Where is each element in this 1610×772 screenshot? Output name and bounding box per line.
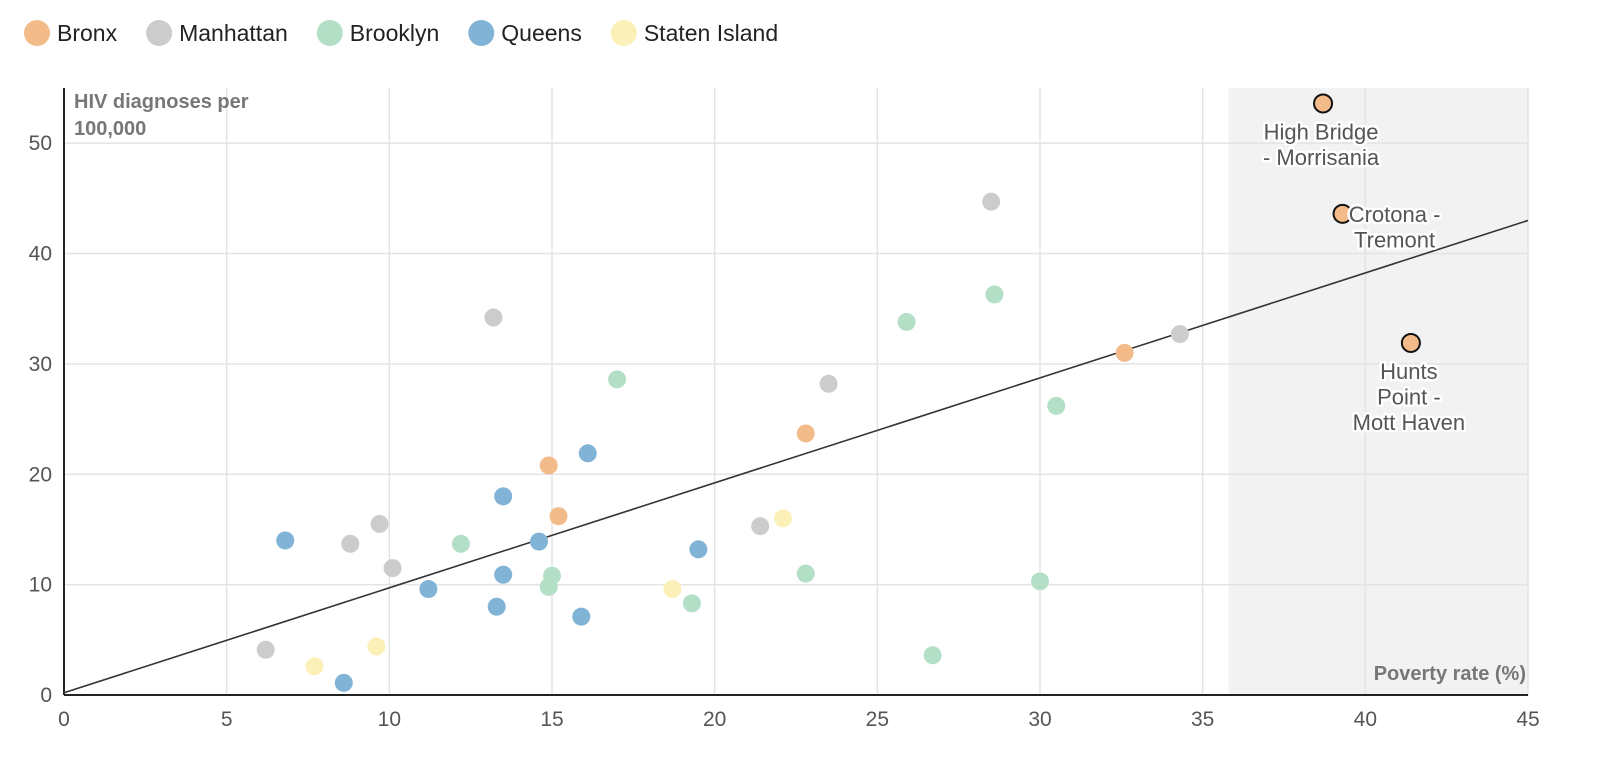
point-annotation: High Bridge: [1264, 119, 1379, 144]
x-tick-label: 45: [1516, 708, 1539, 731]
data-point-manhattan: [256, 640, 275, 659]
data-point-brooklyn: [923, 646, 942, 665]
data-point-bronx: [1313, 93, 1334, 114]
legend-swatch-brooklyn: [316, 20, 343, 46]
data-point-bronx: [539, 456, 558, 475]
data-point-queens: [578, 444, 597, 463]
data-point-brooklyn: [608, 370, 627, 389]
data-point-brooklyn: [796, 564, 815, 583]
data-point-brooklyn: [543, 566, 561, 585]
data-point-bronx: [1400, 332, 1421, 353]
data-point-manhattan: [484, 308, 503, 327]
y-tick-label: 10: [29, 574, 52, 597]
data-point-manhattan: [370, 514, 389, 533]
data-point-staten-island: [773, 509, 792, 528]
x-tick-label: 30: [1028, 708, 1051, 731]
highlight-region: [1228, 88, 1528, 695]
trendline-layer: [63, 219, 1529, 694]
y-axis-label: HIV diagnoses per: [74, 91, 249, 113]
legend-label: Staten Island: [644, 20, 778, 46]
data-point-brooklyn: [1031, 572, 1049, 591]
data-point-manhattan: [751, 517, 770, 536]
legend: Bronx Manhattan Brooklyn Queens Staten Islan…: [24, 20, 778, 46]
point-annotation: Mott Haven: [1353, 410, 1466, 435]
data-points: [256, 93, 1421, 692]
grid: [64, 88, 1529, 695]
x-tick-label: 15: [540, 708, 563, 731]
data-point-brooklyn: [451, 534, 470, 553]
data-point-staten-island: [367, 637, 386, 656]
data-point-queens: [419, 580, 438, 599]
x-tick-label: 5: [221, 708, 233, 731]
data-point-queens: [689, 540, 708, 559]
plot-background: [1228, 88, 1528, 695]
data-point-brooklyn: [985, 285, 1004, 304]
x-tick-label: 0: [58, 708, 70, 731]
x-tick-label: 25: [866, 708, 889, 731]
data-point-bronx: [1115, 343, 1134, 362]
y-tick-label: 40: [29, 243, 52, 266]
data-point-manhattan: [982, 192, 1001, 211]
x-tick-label: 35: [1191, 708, 1214, 731]
data-point-queens: [494, 565, 513, 584]
data-point-brooklyn: [1047, 396, 1066, 415]
data-point-bronx: [796, 424, 815, 443]
legend-swatch-bronx: [24, 20, 50, 46]
legend-swatch-staten-island: [610, 20, 637, 46]
y-axis-label: 100,000: [74, 118, 146, 140]
data-point-queens: [276, 531, 295, 550]
point-annotation: Tremont: [1354, 227, 1435, 252]
data-point-brooklyn: [897, 312, 916, 331]
data-point-brooklyn: [682, 594, 701, 613]
data-point-queens: [334, 673, 353, 692]
axis-labels: HIV diagnoses per 100,000 Poverty rate (%): [74, 91, 1526, 685]
x-tick-label: 40: [1354, 708, 1377, 731]
point-annotation: Hunts: [1380, 359, 1437, 384]
data-point-manhattan: [819, 374, 838, 393]
data-point-manhattan: [1170, 325, 1189, 344]
y-tick-label: 50: [29, 132, 52, 155]
x-tick-label: 10: [378, 708, 401, 731]
data-point-manhattan: [383, 559, 402, 578]
data-point-staten-island: [305, 657, 324, 676]
legend-label: Brooklyn: [350, 20, 439, 46]
legend-label: Manhattan: [179, 20, 288, 46]
legend-label: Bronx: [57, 20, 118, 46]
y-tick-label: 20: [29, 463, 52, 486]
data-point-bronx: [1332, 203, 1353, 224]
tick-labels: 0 5 10 15 20 25 30 35 40 45 0 10 20 30 40 50: [29, 132, 1540, 731]
legend-swatch-queens: [468, 20, 495, 46]
annotations: High Bridge- Morrisania Crotona -Tremont H…: [1260, 117, 1467, 437]
point-annotation: - Morrisania: [1263, 145, 1380, 170]
x-tick-label: 20: [703, 708, 726, 731]
data-point-queens: [572, 607, 591, 626]
data-point-queens: [529, 532, 548, 551]
data-point-queens: [487, 597, 506, 616]
data-point-queens: [494, 487, 513, 506]
point-annotation: Point -: [1377, 384, 1441, 409]
axes: [63, 88, 1528, 696]
data-point-manhattan: [341, 534, 360, 553]
legend-label: Queens: [501, 20, 582, 46]
x-axis-label: Poverty rate (%): [1374, 663, 1526, 685]
legend-swatch-manhattan: [146, 20, 173, 46]
y-tick-label: 30: [29, 353, 52, 376]
data-point-staten-island: [663, 580, 682, 599]
y-tick-label: 0: [40, 684, 52, 707]
data-point-bronx: [549, 507, 568, 526]
point-annotation: Crotona -: [1349, 202, 1441, 227]
trendline: [63, 219, 1529, 694]
